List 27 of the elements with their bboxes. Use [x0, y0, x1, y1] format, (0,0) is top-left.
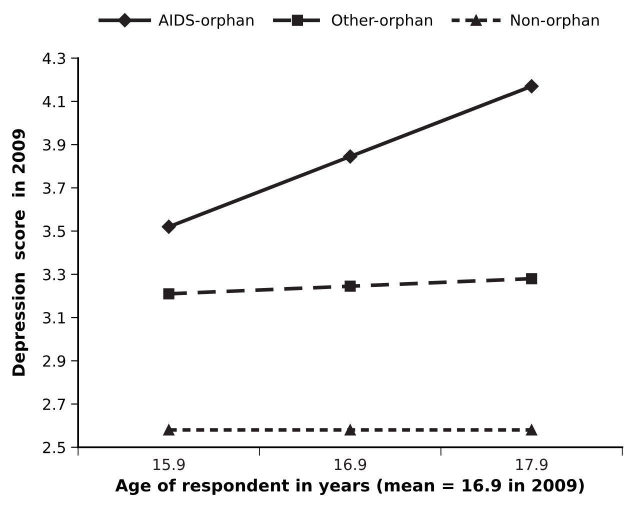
legend-label: Non-orphan	[511, 14, 599, 29]
x-axis-title: Age of respondent in years (mean = 16.9 in 2009)	[115, 478, 584, 495]
y-tick-label: 2.9	[43, 355, 66, 367]
point	[344, 280, 356, 292]
y-tick-label: 4.3	[42, 52, 66, 64]
legend-label: AIDS-orphan	[158, 14, 254, 29]
y-tick-label: 3.9	[43, 139, 66, 151]
point	[162, 220, 176, 234]
y-tick-label: 3.7	[43, 182, 65, 194]
point	[163, 288, 174, 300]
point	[344, 424, 356, 436]
point	[526, 424, 538, 436]
y-tick-label: 3.1	[43, 312, 65, 324]
x-tick-label: 16.9	[334, 458, 366, 470]
legend-label: Other-orphan	[332, 14, 432, 29]
x-tick-label: 17.9	[516, 458, 548, 470]
point	[343, 149, 358, 164]
point	[526, 273, 538, 284]
y-tick-label: 4.1	[42, 96, 65, 108]
x-tick-label: 15.9	[153, 458, 185, 470]
y-axis-title: Depression score in 2009	[12, 129, 28, 376]
y-tick-label: 3.3	[43, 268, 66, 280]
y-tick-label: 2.5	[43, 442, 65, 454]
point	[163, 424, 174, 436]
point	[524, 79, 539, 94]
y-tick-label: 3.5	[43, 226, 65, 238]
y-tick-label: 2.7	[43, 398, 65, 410]
